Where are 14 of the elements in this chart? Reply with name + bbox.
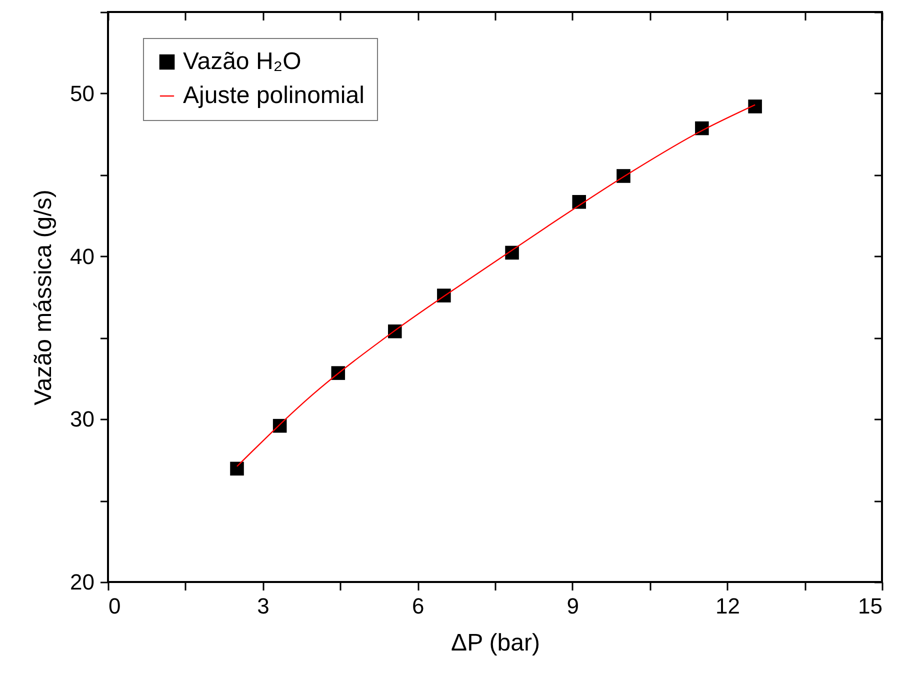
x-tick-label: 15: [858, 594, 882, 618]
x-tick-label: 3: [257, 594, 270, 618]
y-axis-title: Vazão mássica (g/s): [30, 190, 58, 406]
y-tick-label: 50: [70, 80, 94, 106]
x-tick-label: 12: [715, 594, 740, 618]
y-tick-label: 40: [70, 244, 94, 269]
x-tick-label: 6: [412, 594, 424, 618]
y-tick-label: 30: [70, 406, 94, 432]
y-tick-label: 20: [70, 570, 94, 594]
legend-label: Vazão H₂O: [183, 48, 302, 75]
legend-label: Ajuste polinomial: [183, 82, 364, 109]
x-axis-title: ΔP (bar): [451, 630, 540, 656]
x-tick-label: 0: [108, 594, 121, 618]
x-tick-label: 9: [566, 594, 580, 618]
